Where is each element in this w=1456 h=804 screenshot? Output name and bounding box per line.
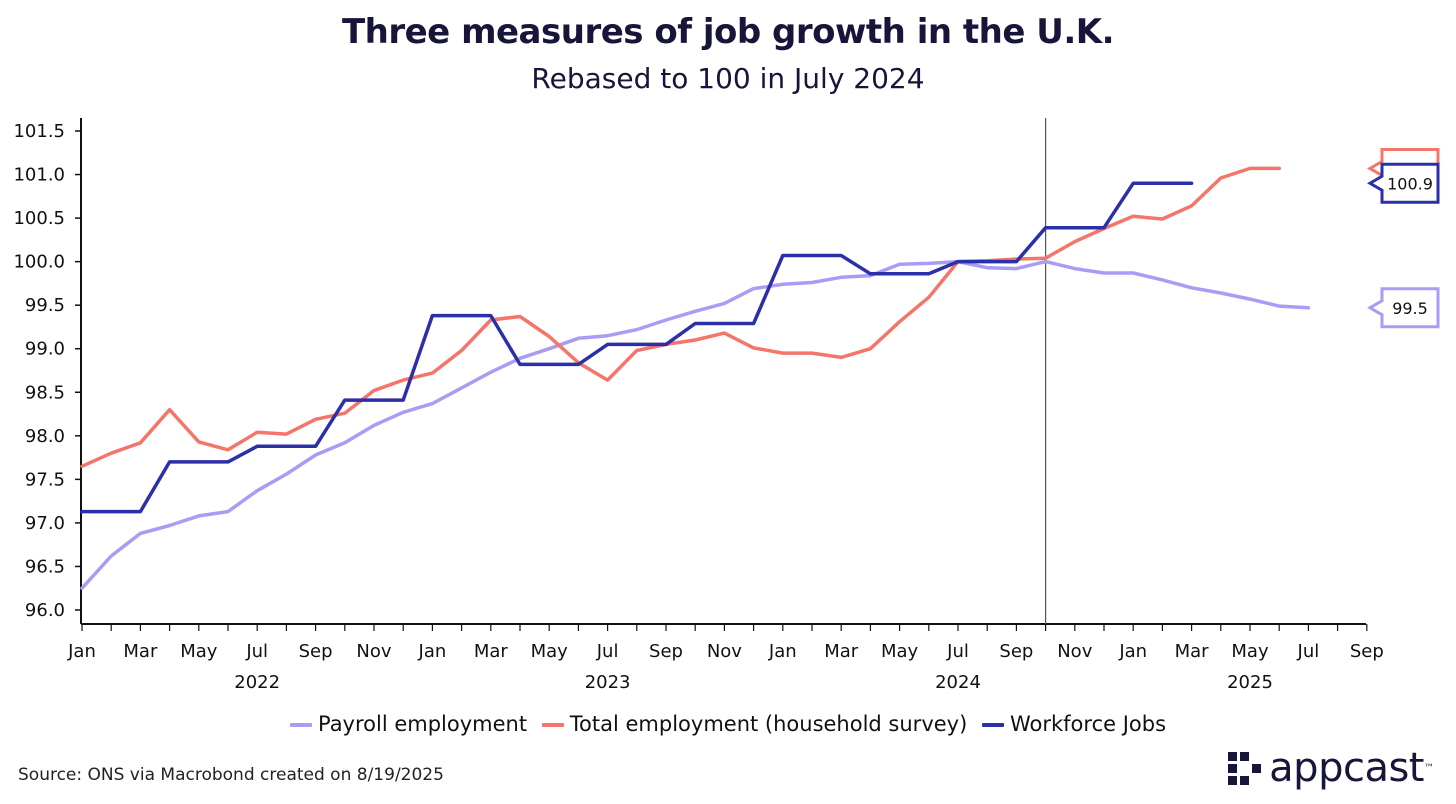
legend-swatch-total-employment	[541, 723, 564, 727]
x-year-label: 2025	[1227, 672, 1273, 693]
y-tick-label: 98.5	[25, 382, 65, 403]
appcast-logo-icon	[1228, 751, 1262, 785]
x-tick-label: Jul	[596, 641, 619, 662]
x-tick-label: Nov	[356, 641, 391, 662]
x-tick-label: Mar	[824, 641, 859, 662]
y-tick-label: 100.0	[13, 252, 65, 273]
callout-value-1: 99.5	[1392, 299, 1428, 318]
x-tick-label: May	[531, 641, 569, 662]
legend-item-workforce-jobs: Workforce Jobs	[981, 712, 1167, 736]
x-tick-label: Sep	[649, 641, 683, 662]
series-line-3	[80, 181, 1194, 514]
legend-swatch-payroll	[289, 723, 312, 727]
legend-label-payroll: Payroll employment	[317, 712, 528, 736]
y-tick-label: 100.5	[13, 208, 65, 229]
x-year-label: 2023	[585, 672, 631, 693]
x-tick-label: May	[180, 641, 218, 662]
brand-trademark: ™	[1424, 762, 1434, 774]
x-tick-label: Jul	[1297, 641, 1320, 662]
x-tick-label: Nov	[1057, 641, 1092, 662]
legend-item-total-employment: Total employment (household survey)	[541, 712, 968, 736]
x-tick-label: Mar	[1175, 641, 1210, 662]
y-tick-label: 98.0	[25, 426, 65, 447]
legend: Payroll employment Total employment (hou…	[0, 712, 1456, 736]
callout-value-3: 100.9	[1387, 174, 1433, 193]
x-year-label: 2024	[935, 672, 981, 693]
x-tick-label: Nov	[707, 641, 742, 662]
legend-item-payroll: Payroll employment	[289, 712, 528, 736]
legend-label-total-employment: Total employment (household survey)	[569, 712, 968, 736]
y-tick-label: 96.0	[25, 600, 65, 621]
chart-title: Three measures of job growth in the U.K.	[341, 12, 1115, 52]
y-tick-label: 101.5	[13, 121, 65, 142]
source-note: Source: ONS via Macrobond created on 8/1…	[18, 765, 444, 785]
brand-logo: appcast ™	[1228, 742, 1434, 794]
x-tick-label: Jan	[1118, 641, 1147, 662]
x-tick-label: Mar	[474, 641, 509, 662]
series-line-2	[80, 166, 1281, 469]
x-tick-label: Jul	[245, 641, 268, 662]
series-line-1	[80, 259, 1311, 590]
callout-box-1	[1367, 287, 1440, 329]
x-tick-label: Sep	[999, 641, 1033, 662]
x-tick-label: Sep	[1350, 641, 1384, 662]
callout-box-3	[1367, 162, 1440, 204]
y-tick-label: 99.5	[25, 295, 65, 316]
x-tick-label: Jan	[768, 641, 797, 662]
y-tick-label: 99.0	[25, 339, 65, 360]
chart-subtitle: Rebased to 100 in July 2024	[531, 62, 925, 95]
x-tick-label: May	[881, 641, 919, 662]
x-year-label: 2022	[234, 672, 280, 693]
y-tick-label: 97.0	[25, 513, 65, 534]
x-tick-label: Jan	[67, 641, 96, 662]
x-tick-label: May	[1231, 641, 1269, 662]
x-tick-label: Mar	[123, 641, 158, 662]
x-tick-label: Jan	[418, 641, 447, 662]
y-tick-label: 101.0	[13, 165, 65, 186]
legend-label-workforce-jobs: Workforce Jobs	[1009, 712, 1167, 736]
brand-name: appcast	[1269, 745, 1424, 791]
x-tick-label: Sep	[299, 641, 333, 662]
y-tick-label: 97.5	[25, 469, 65, 490]
legend-swatch-workforce-jobs	[981, 723, 1004, 727]
y-tick-label: 96.5	[25, 556, 65, 577]
x-tick-label: Jul	[946, 641, 969, 662]
